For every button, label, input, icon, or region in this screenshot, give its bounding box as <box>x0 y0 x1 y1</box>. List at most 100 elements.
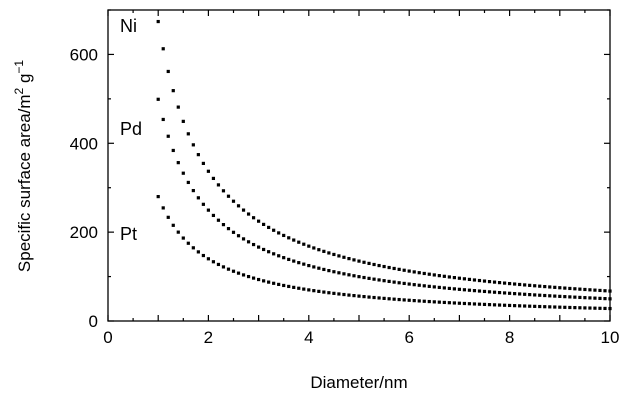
y-axis-title-mid: g <box>15 74 34 88</box>
data-point-ni <box>347 257 351 261</box>
data-point-ni <box>236 204 241 208</box>
data-point-pd <box>432 285 436 289</box>
data-point-pt <box>287 284 291 289</box>
data-point-pt <box>342 292 346 297</box>
data-point-pt <box>588 306 592 310</box>
series-label-ni: Ni <box>120 16 137 36</box>
data-point-pd <box>533 293 537 297</box>
data-point-ni <box>191 143 195 147</box>
data-point-pt <box>186 241 190 245</box>
data-point-ni <box>206 169 210 173</box>
data-point-pd <box>377 278 381 282</box>
y-axis-title: Specific surface area/m2 g−1 <box>12 60 34 273</box>
data-point-pt <box>422 299 426 303</box>
data-point-pd <box>282 256 286 260</box>
data-point-pt <box>156 195 160 199</box>
data-point-pd <box>352 274 356 278</box>
data-point-ni <box>508 281 512 286</box>
data-point-pd <box>236 234 241 238</box>
data-point-ni <box>216 183 221 187</box>
data-point-pd <box>211 213 216 218</box>
data-point-ni <box>181 119 185 123</box>
data-point-pt <box>392 297 396 301</box>
data-point-pt <box>427 299 431 304</box>
data-point-pd <box>462 288 467 292</box>
y-axis-title-base: Specific surface area/m <box>15 94 34 272</box>
data-point-pt <box>206 257 210 261</box>
data-point-pd <box>482 289 487 294</box>
data-point-ni <box>156 19 160 24</box>
data-point-ni <box>196 153 200 157</box>
data-point-ni <box>176 105 180 109</box>
data-point-pd <box>492 290 497 294</box>
data-point-ni <box>186 132 190 136</box>
data-point-pd <box>538 293 542 297</box>
data-point-pd <box>497 290 502 295</box>
data-point-ni <box>317 248 321 252</box>
data-point-ni <box>578 287 582 291</box>
data-point-pd <box>262 247 266 252</box>
data-point-pt <box>282 283 286 288</box>
data-point-pd <box>251 242 256 247</box>
data-point-pd <box>487 290 492 294</box>
data-point-pt <box>417 299 421 303</box>
data-point-pd <box>593 296 597 300</box>
data-point-ni <box>482 279 487 283</box>
data-point-pd <box>543 293 547 298</box>
data-point-ni <box>292 238 296 242</box>
data-point-pt <box>528 304 532 308</box>
x-tick-label: 0 <box>103 328 112 347</box>
data-point-pt <box>352 294 356 298</box>
data-point-pd <box>292 259 296 263</box>
x-tick-label: 4 <box>304 328 313 347</box>
x-tick-label: 10 <box>601 328 620 347</box>
data-point-ni <box>171 89 175 93</box>
data-point-pt <box>487 303 492 307</box>
data-point-pd <box>231 230 236 234</box>
data-point-ni <box>518 282 522 287</box>
data-point-pt <box>377 296 381 300</box>
data-point-pd <box>272 252 276 256</box>
data-point-ni <box>568 286 572 291</box>
data-point-pt <box>402 298 406 302</box>
data-point-ni <box>201 161 205 165</box>
data-point-ni <box>327 251 331 255</box>
data-point-pt <box>382 296 386 300</box>
data-point-ni <box>442 274 446 278</box>
data-point-ni <box>287 236 291 240</box>
plot-frame <box>107 9 611 322</box>
data-point-pt <box>523 304 527 308</box>
data-point-pd <box>523 292 527 296</box>
data-point-pd <box>447 286 451 290</box>
data-point-pt <box>231 269 236 273</box>
data-point-pt <box>196 250 200 254</box>
data-point-pt <box>477 302 482 306</box>
data-point-pt <box>201 253 205 258</box>
data-point-pd <box>422 284 426 288</box>
data-point-ni <box>553 285 557 289</box>
data-point-pt <box>367 295 371 299</box>
data-point-pt <box>548 305 552 309</box>
data-point-ni <box>497 281 502 285</box>
data-point-pt <box>412 299 416 303</box>
data-point-pd <box>161 117 165 122</box>
data-point-pd <box>417 283 421 287</box>
data-point-pt <box>312 289 316 293</box>
data-point-pd <box>297 261 301 265</box>
y-axis-title-exp1: 2 <box>12 87 26 94</box>
data-point-pt <box>357 294 361 298</box>
data-point-pd <box>347 273 351 277</box>
data-point-pd <box>221 223 226 227</box>
data-point-pt <box>257 277 261 282</box>
data-point-ni <box>392 266 396 271</box>
data-point-pd <box>246 240 251 244</box>
data-point-ni <box>367 261 371 266</box>
data-point-ni <box>513 282 517 286</box>
data-point-ni <box>277 231 281 235</box>
data-point-pt <box>307 288 311 292</box>
data-point-pt <box>161 206 165 210</box>
data-point-pd <box>191 188 195 193</box>
data-point-ni <box>593 288 597 292</box>
data-point-ni <box>437 274 441 278</box>
